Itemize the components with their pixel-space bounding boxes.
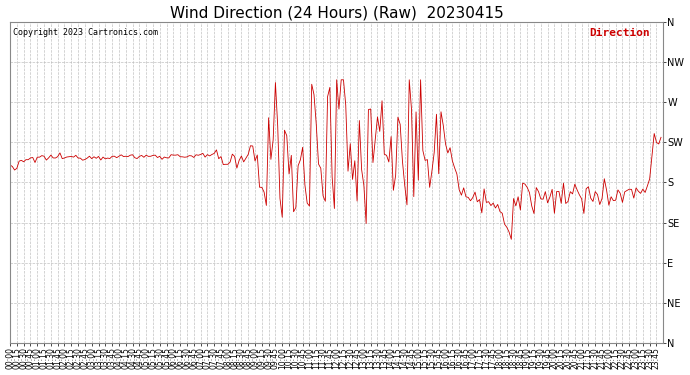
Text: Copyright 2023 Cartronics.com: Copyright 2023 Cartronics.com — [13, 28, 158, 37]
Title: Wind Direction (24 Hours) (Raw)  20230415: Wind Direction (24 Hours) (Raw) 20230415 — [170, 6, 504, 21]
Text: Direction: Direction — [589, 28, 650, 38]
